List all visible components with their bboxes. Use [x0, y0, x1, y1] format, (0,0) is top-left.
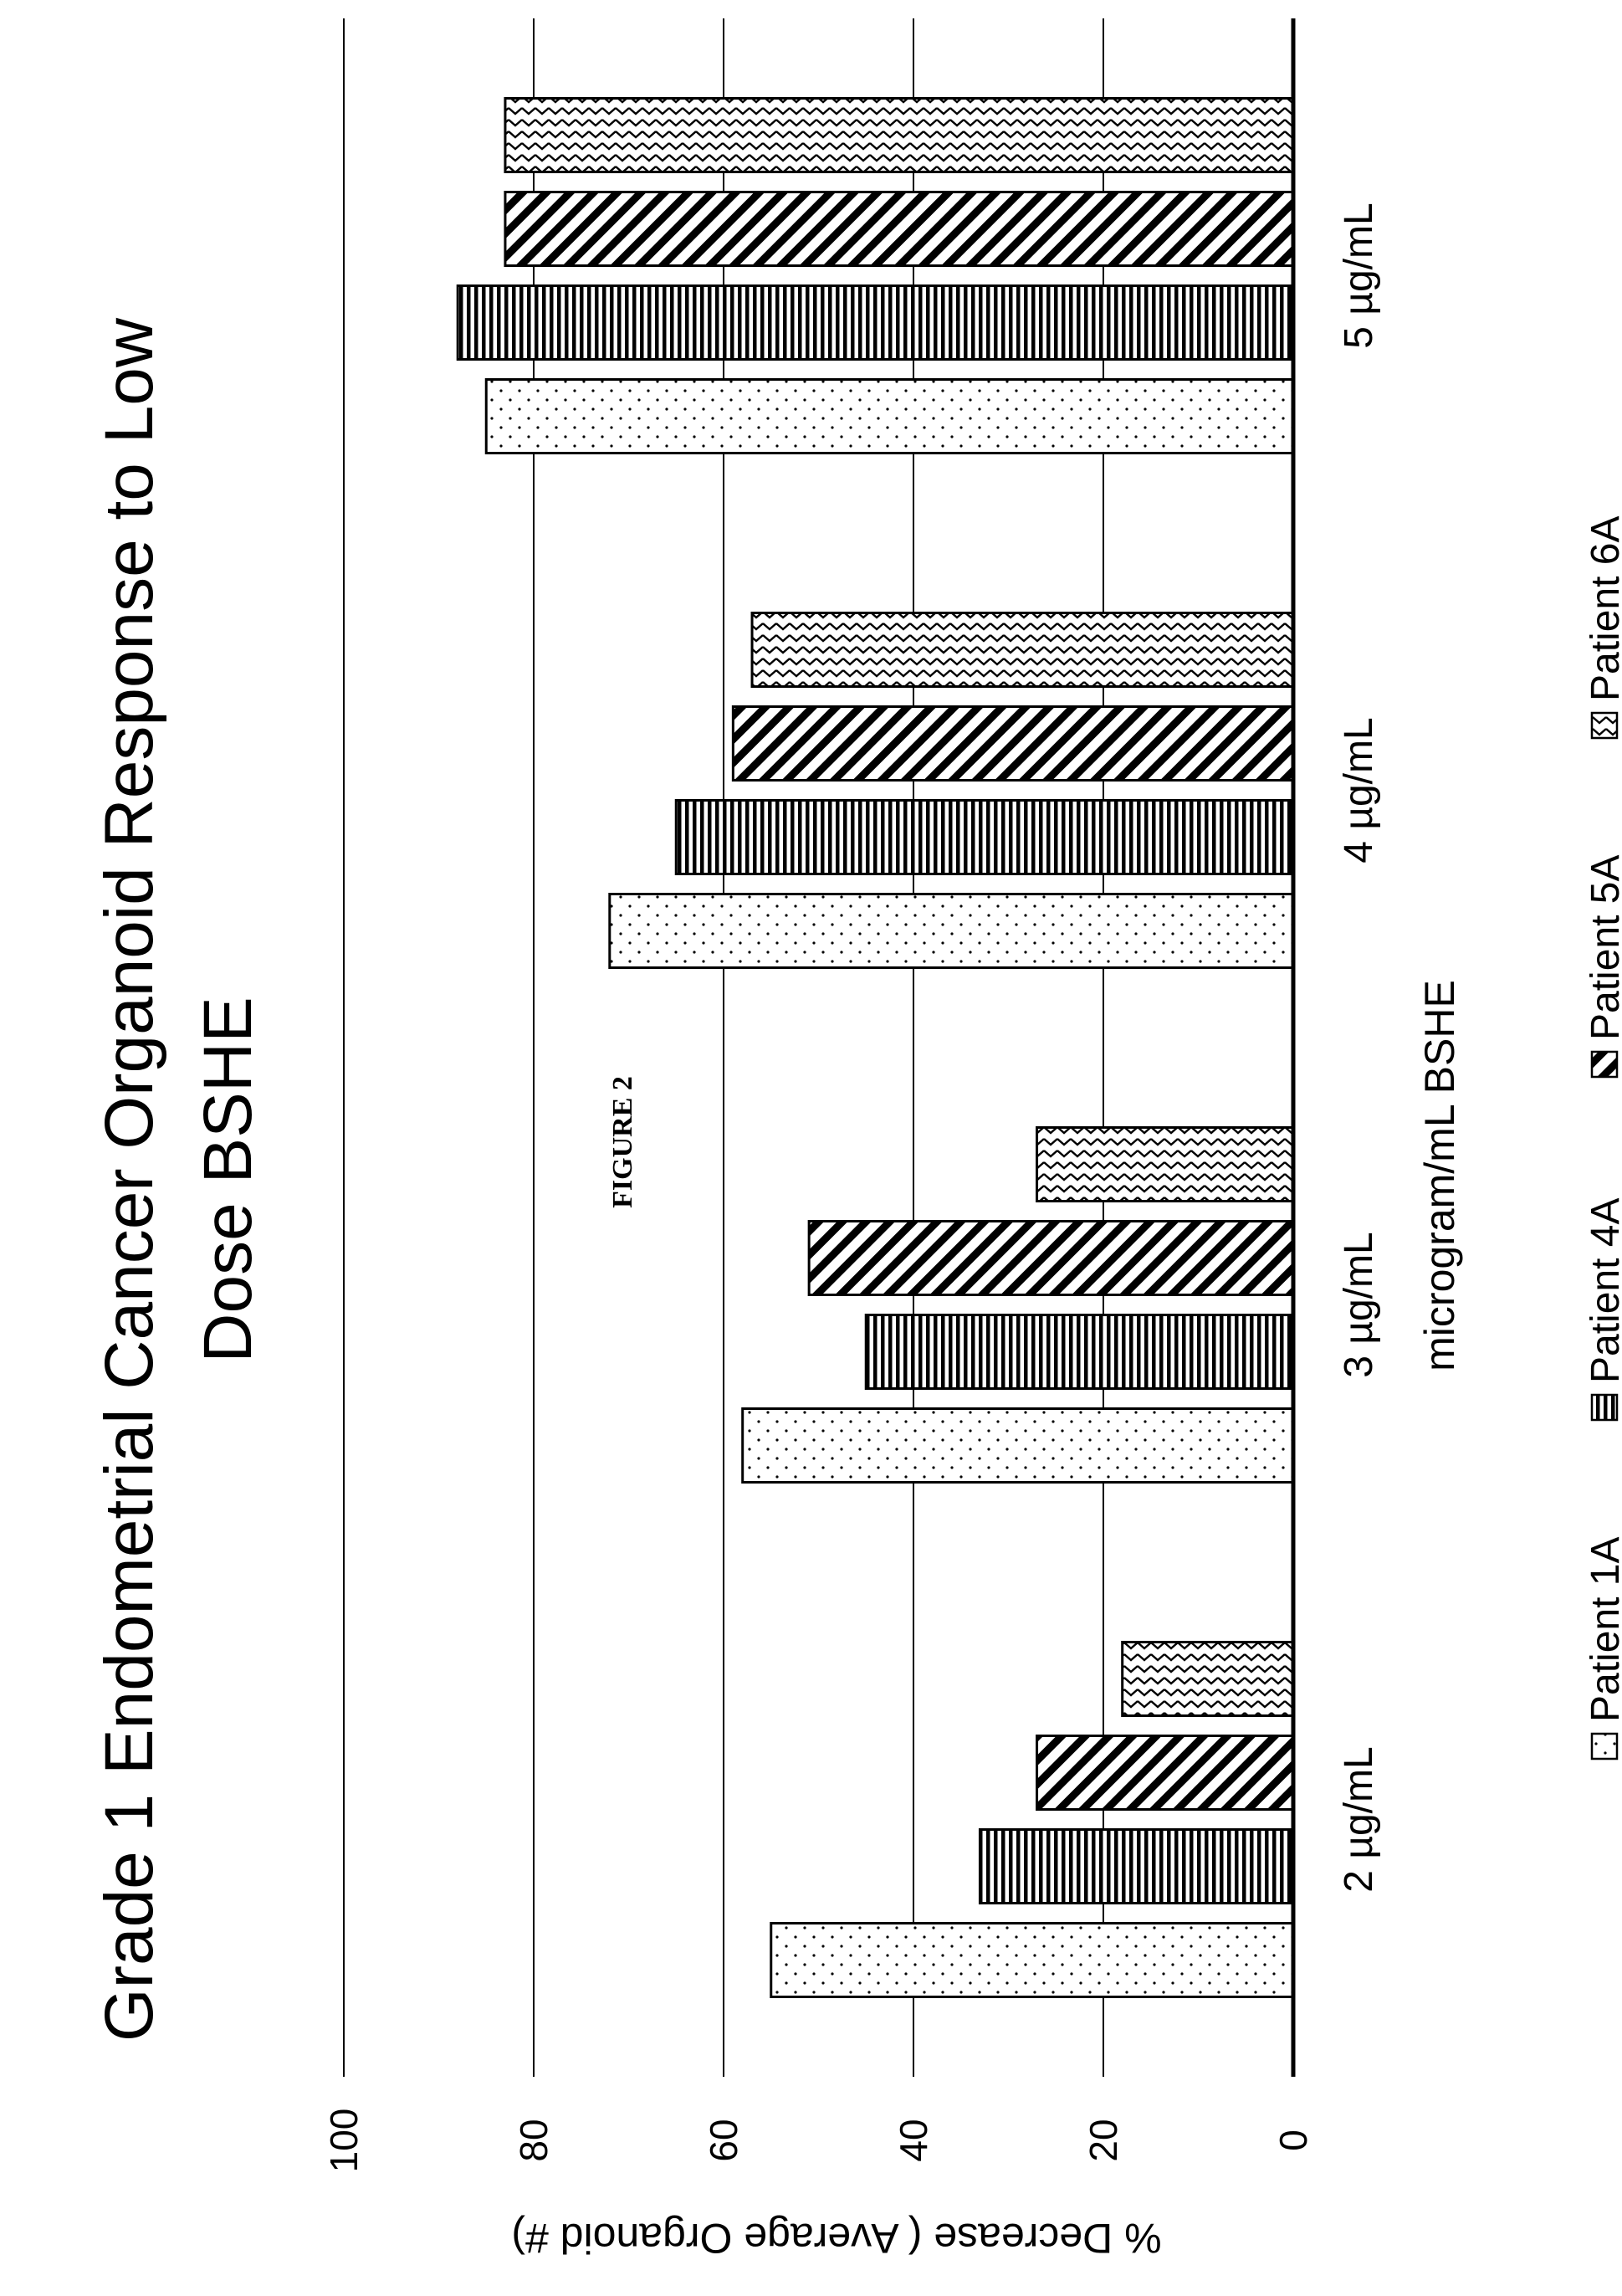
y-tick-0: 0 — [1272, 2129, 1315, 2151]
legend-swatch-3 — [1590, 711, 1619, 740]
legend-swatch-2 — [1590, 1050, 1619, 1079]
y-tick-labels: 0 20 40 60 80 100 — [322, 2109, 1315, 2173]
gridlines — [343, 18, 1104, 2077]
bar-patient-5a-cat-2 — [731, 705, 1295, 782]
bars — [456, 97, 1295, 1998]
chart-title-line-1: Grade 1 Endometrial Cancer Organoid Resp… — [91, 317, 167, 2042]
y-axis-title: % Decrease ( Average Organoid #) — [511, 2215, 1161, 2262]
legend: Patient 1A Patient 4A Patient 5A Patient 6A — [1584, 516, 1622, 1760]
category-label-1: 3 µg/mL — [1337, 1232, 1381, 1377]
bar-patient-4a-cat-2 — [674, 799, 1295, 875]
bar-patient-1a-cat-2 — [608, 893, 1295, 969]
legend-item-patient-6a: Patient 6A — [1584, 516, 1622, 740]
legend-item-patient-4a: Patient 4A — [1584, 1198, 1622, 1422]
x-axis-title: microgram/mL BSHE — [1416, 980, 1463, 1371]
bar-patient-4a-cat-1 — [864, 1314, 1295, 1390]
y-tick-100: 100 — [322, 2109, 366, 2173]
category-labels: 2 µg/mL 3 µg/mL 4 µg/mL 5 µg/mL — [1337, 202, 1381, 1892]
y-tick-20: 20 — [1082, 2119, 1125, 2161]
category-label-0: 2 µg/mL — [1337, 1746, 1381, 1892]
bar-patient-6a-cat-1 — [1036, 1126, 1295, 1202]
bar-patient-5a-cat-3 — [504, 191, 1295, 267]
legend-label-1: Patient 4A — [1584, 1198, 1622, 1383]
bar-patient-1a-cat-0 — [770, 1922, 1295, 1998]
bar-patient-6a-cat-2 — [750, 612, 1295, 688]
bar-patient-4a-cat-0 — [978, 1828, 1295, 1904]
legend-item-patient-5a: Patient 5A — [1584, 855, 1622, 1079]
bar-patient-1a-cat-3 — [484, 378, 1295, 454]
legend-swatch-1 — [1590, 1393, 1619, 1422]
y-tick-80: 80 — [512, 2119, 555, 2161]
bar-patient-5a-cat-1 — [807, 1220, 1295, 1296]
legend-label-2: Patient 5A — [1584, 855, 1622, 1040]
bar-patient-6a-cat-0 — [1121, 1641, 1295, 1717]
legend-swatch-0 — [1590, 1732, 1619, 1760]
bar-patient-6a-cat-3 — [504, 97, 1295, 173]
legend-item-patient-1a: Patient 1A — [1584, 1537, 1622, 1760]
legend-label-3: Patient 6A — [1584, 516, 1622, 701]
bar-patient-5a-cat-0 — [1036, 1735, 1295, 1811]
y-tick-40: 40 — [892, 2119, 935, 2161]
category-label-2: 4 µg/mL — [1337, 717, 1381, 863]
category-label-3: 5 µg/mL — [1337, 202, 1381, 348]
bar-patient-1a-cat-1 — [741, 1407, 1295, 1484]
figure-label: FIGURE 2 — [607, 1076, 638, 1208]
chart-title-line-2: Dose BSHE — [190, 997, 266, 1363]
y-tick-60: 60 — [702, 2119, 745, 2161]
legend-label-0: Patient 1A — [1584, 1537, 1622, 1722]
bar-patient-4a-cat-3 — [456, 284, 1295, 361]
